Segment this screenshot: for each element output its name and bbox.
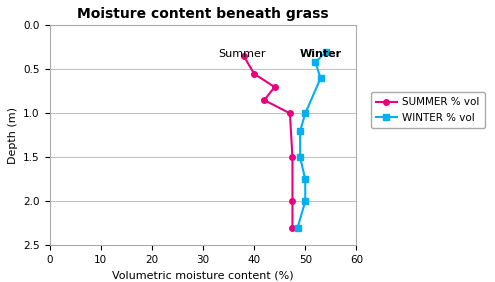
Text: Summer: Summer bbox=[218, 49, 266, 59]
Title: Moisture content beneath grass: Moisture content beneath grass bbox=[77, 7, 329, 21]
SUMMER % vol bbox=[261, 98, 267, 102]
SUMMER % vol bbox=[287, 112, 293, 115]
WINTER % vol bbox=[302, 178, 308, 181]
SUMMER % vol bbox=[290, 156, 296, 159]
WINTER % vol bbox=[318, 76, 324, 80]
Legend: SUMMER % vol, WINTER % vol: SUMMER % vol, WINTER % vol bbox=[371, 92, 485, 128]
WINTER % vol bbox=[323, 50, 329, 54]
Line: WINTER % vol: WINTER % vol bbox=[295, 49, 329, 230]
SUMMER % vol bbox=[251, 72, 257, 76]
WINTER % vol bbox=[297, 156, 303, 159]
X-axis label: Volumetric moisture content (%): Volumetric moisture content (%) bbox=[112, 271, 294, 281]
WINTER % vol bbox=[302, 200, 308, 203]
WINTER % vol bbox=[312, 61, 318, 64]
Line: SUMMER % vol: SUMMER % vol bbox=[241, 53, 295, 230]
SUMMER % vol bbox=[290, 226, 296, 230]
SUMMER % vol bbox=[241, 54, 247, 58]
WINTER % vol bbox=[295, 226, 300, 230]
SUMMER % vol bbox=[272, 85, 278, 89]
Text: Winter: Winter bbox=[300, 49, 342, 59]
WINTER % vol bbox=[297, 129, 303, 133]
Y-axis label: Depth (m): Depth (m) bbox=[7, 107, 18, 164]
SUMMER % vol bbox=[290, 200, 296, 203]
WINTER % vol bbox=[302, 112, 308, 115]
